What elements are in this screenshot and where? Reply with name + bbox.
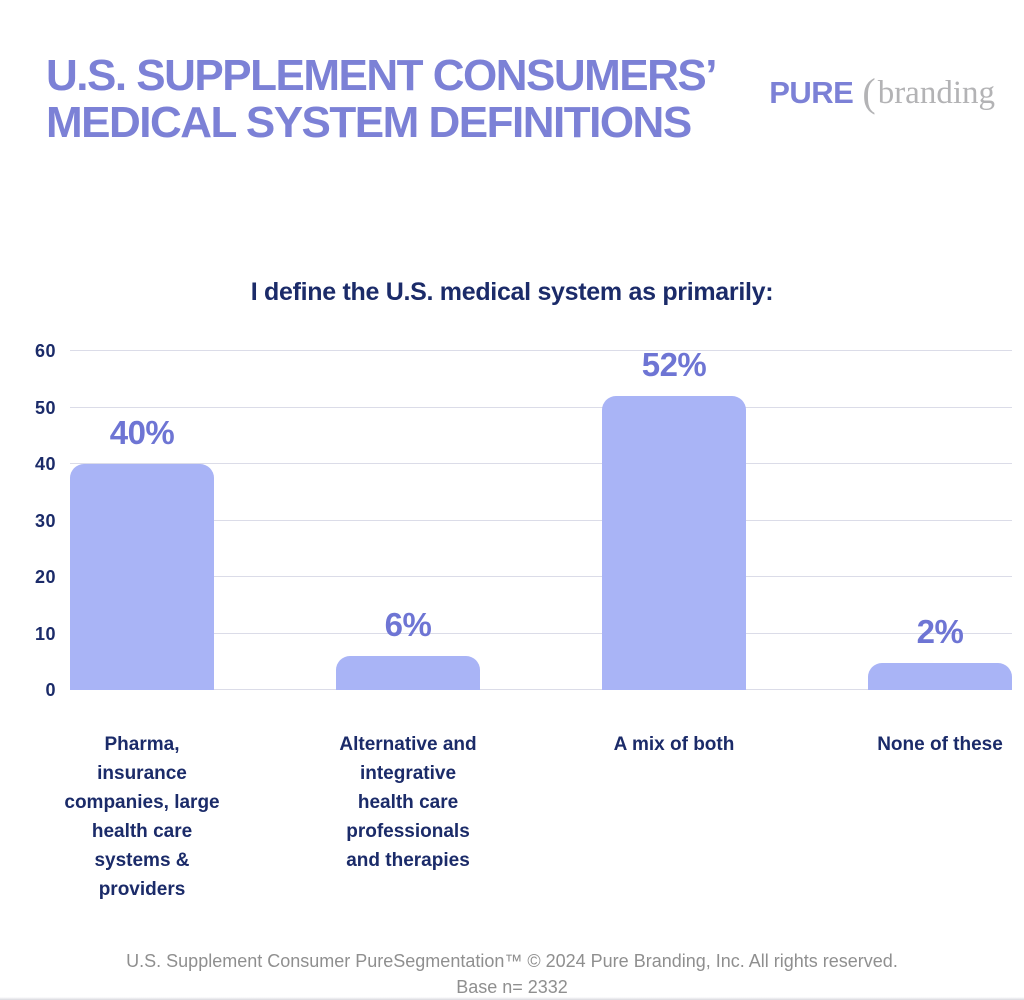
y-axis-tick-20: 20	[34, 567, 56, 587]
y-axis-tick-60: 60	[34, 341, 56, 361]
brand-logo-paren: (	[862, 70, 876, 115]
bar-value-label-3: 52%	[641, 346, 707, 384]
bar-3	[602, 396, 746, 690]
category-label-1: Pharma, insurance companies, large health c…	[64, 730, 219, 904]
gridline-y-0	[70, 689, 1012, 690]
brand-logo-wordmark: PURE	[769, 75, 854, 110]
footer-copyright: U.S. Supplement Consumer PureSegmentatio…	[126, 951, 898, 971]
page-title-line-2: MEDICAL SYSTEM DEFINITIONS	[46, 98, 692, 147]
gridline-y-60	[70, 350, 1012, 351]
gridline-y-40	[70, 463, 1012, 464]
category-label-4: None of these	[877, 730, 1003, 759]
category-label-line: health care	[357, 792, 459, 813]
gridline-y-10	[70, 632, 1012, 634]
chart-plot-area: 40% 6% 52% 2%	[70, 346, 1012, 690]
gridline-y-50	[70, 406, 1012, 408]
category-label-line: insurance	[97, 763, 187, 784]
category-label-line: health care	[91, 821, 193, 842]
footer-sample-size: Base n= 2332	[456, 977, 568, 997]
category-label-line: Pharma,	[104, 734, 180, 755]
category-label-line: A mix of both	[613, 734, 735, 755]
gridline-y-20	[70, 576, 1012, 577]
page-title: U.S. SUPPLEMENT CONSUMERS’ MEDICAL SYSTE…	[46, 51, 717, 147]
category-label-line: providers	[98, 879, 186, 900]
bar-1	[70, 464, 214, 690]
category-label-line: and therapies	[346, 850, 470, 871]
category-label-line: Alternative and	[339, 734, 477, 755]
y-axis-tick-30: 30	[34, 510, 56, 531]
bar-value-label-2: 6%	[384, 606, 432, 644]
category-label-3: A mix of both	[614, 730, 735, 759]
category-label-line: None of these	[877, 734, 1003, 755]
category-label-line: companies, large	[64, 792, 220, 813]
y-axis-tick-50: 50	[34, 397, 56, 418]
category-label-line: integrative	[359, 763, 457, 784]
gridline-y-30	[70, 519, 1012, 521]
category-label-2: Alternative and integrative health care pro…	[339, 730, 476, 875]
chart-title: I define the U.S. medical system as prim…	[250, 278, 774, 306]
bar-value-label-4: 2%	[916, 613, 964, 650]
category-label-line: systems &	[94, 850, 190, 871]
footer: U.S. Supplement Consumer PureSegmentatio…	[0, 948, 1024, 1000]
brand-logo-suffix: branding	[877, 75, 995, 111]
page-title-line-1: U.S. SUPPLEMENT CONSUMERS’	[46, 51, 717, 100]
bar-value-label-1: 40%	[109, 414, 175, 451]
y-axis-tick-40: 40	[34, 454, 56, 474]
y-axis-tick-0: 0	[45, 680, 56, 700]
y-axis-tick-10: 10	[34, 623, 56, 644]
bar-4	[868, 663, 1012, 690]
category-label-line: professionals	[346, 821, 470, 842]
brand-logo: PURE ( branding	[769, 66, 995, 115]
bar-2	[336, 656, 480, 690]
